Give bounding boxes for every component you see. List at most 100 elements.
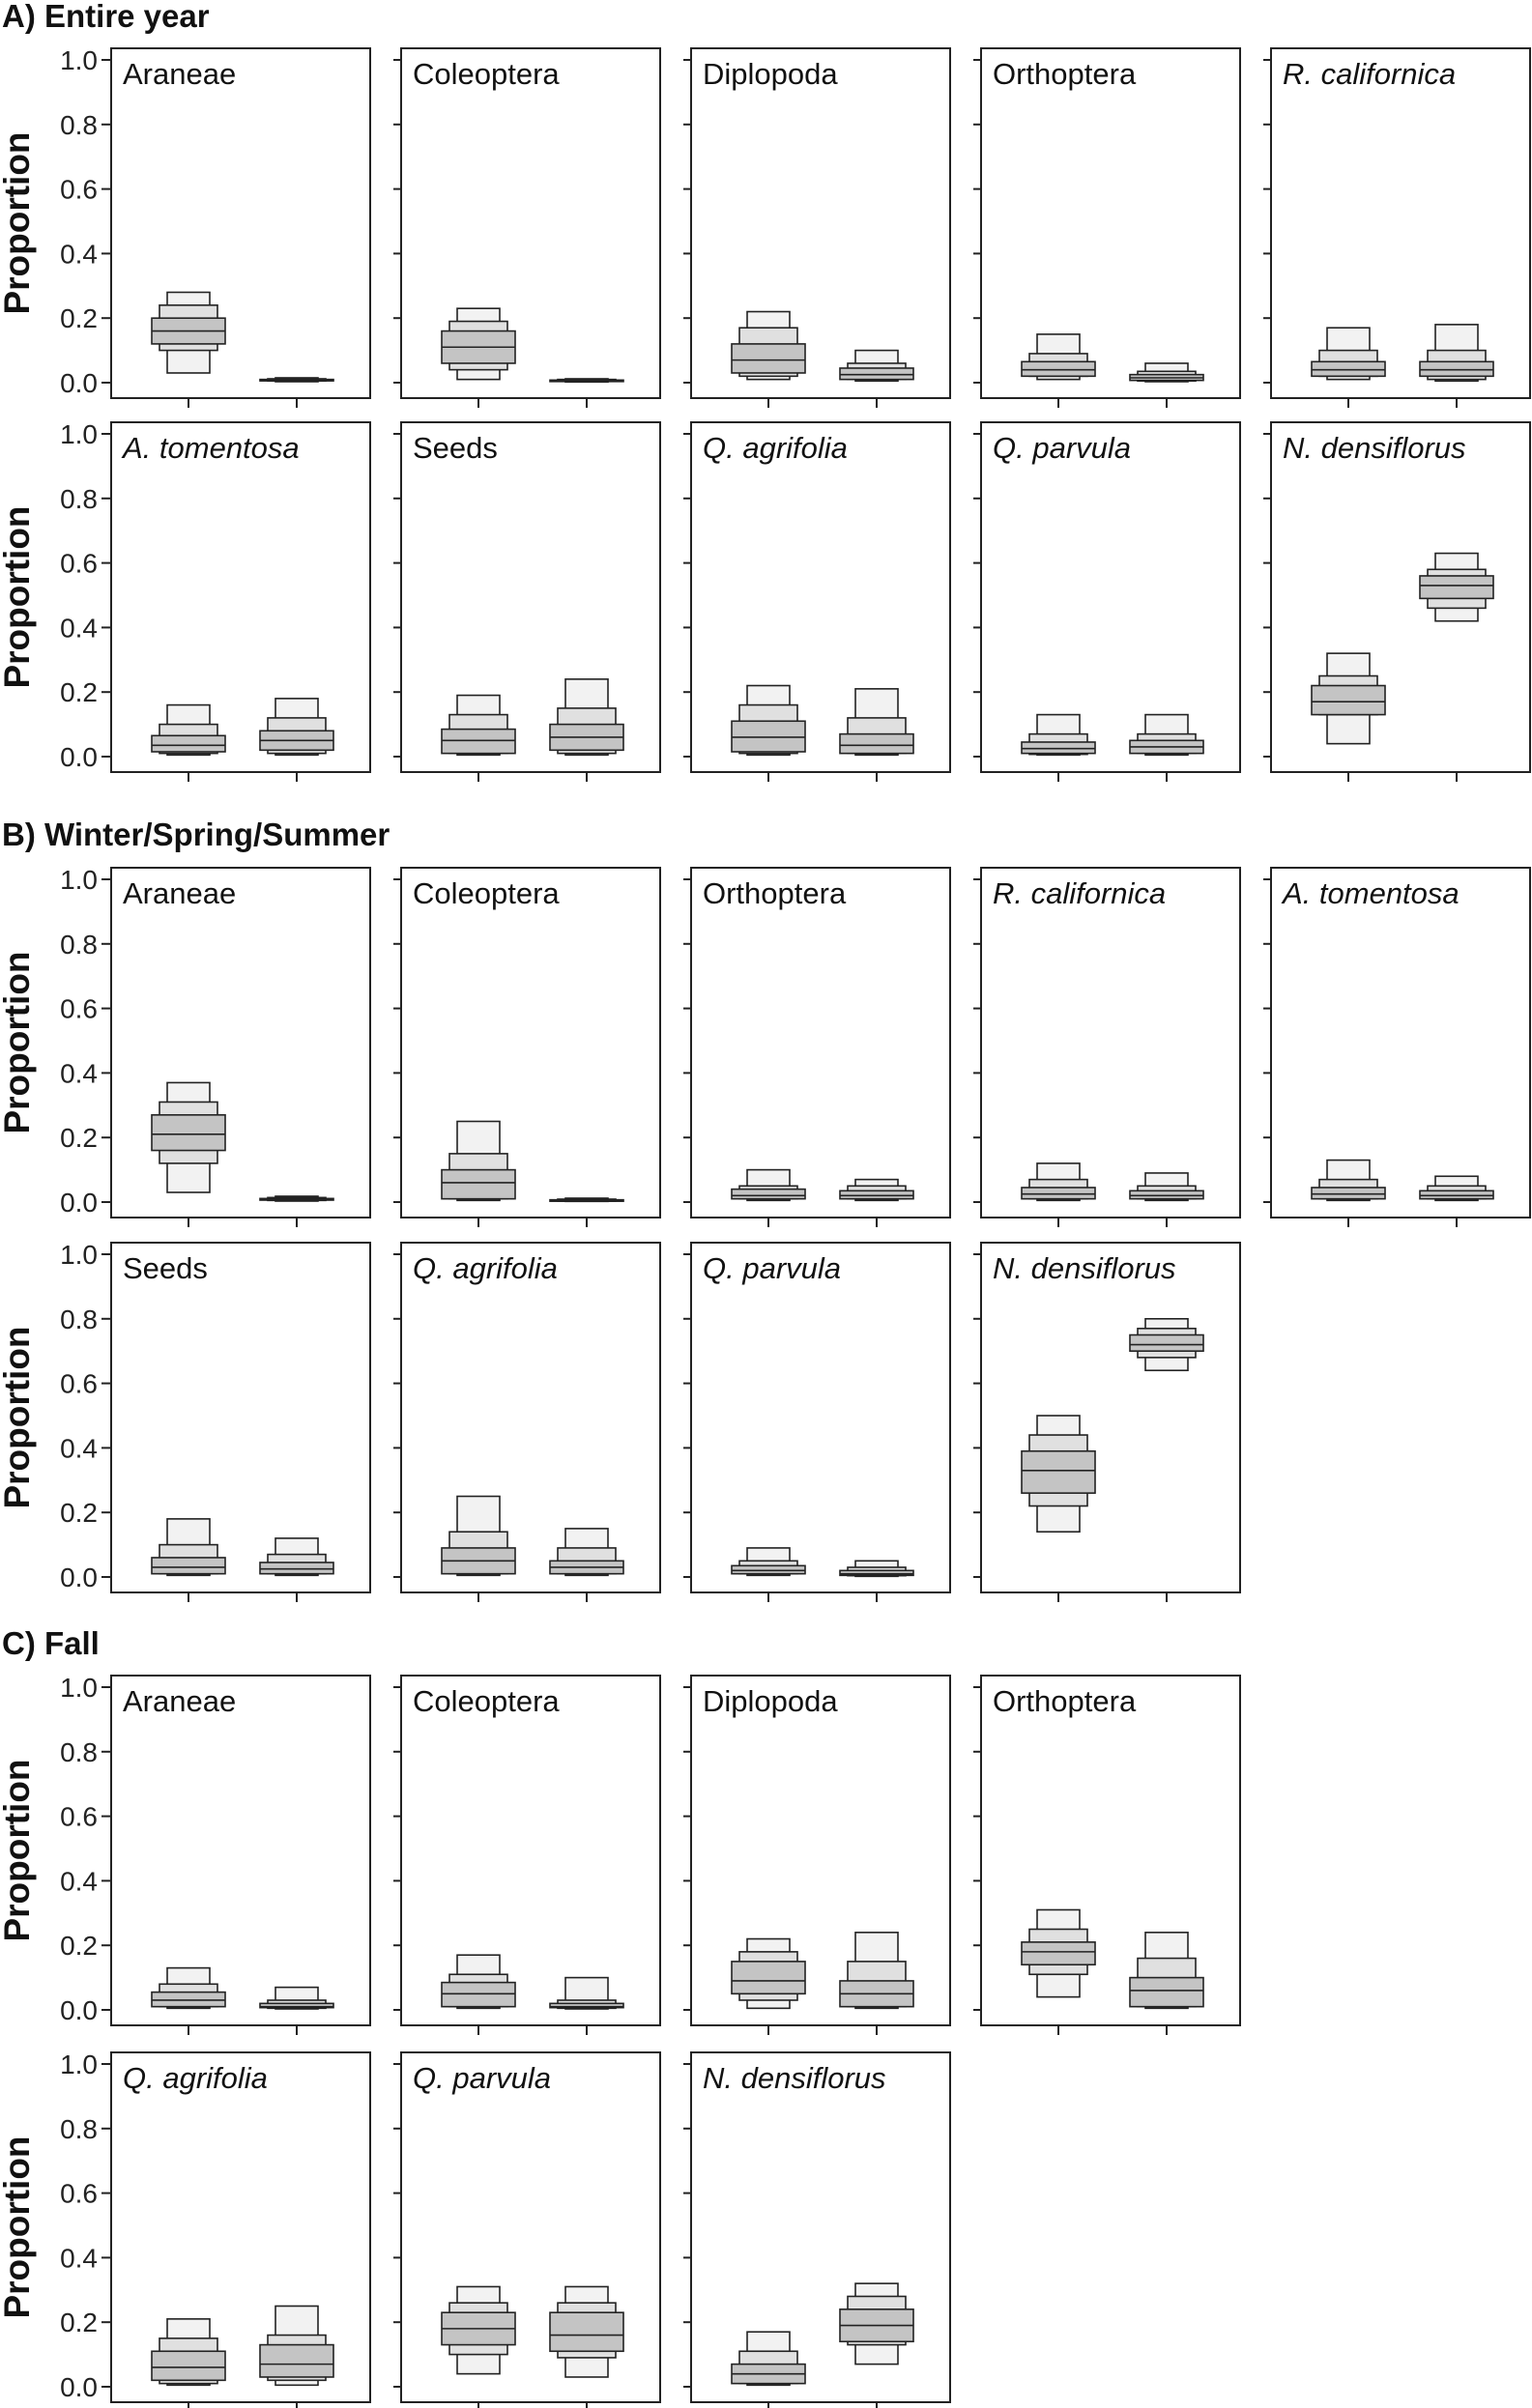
- panel-frame: [1270, 421, 1531, 773]
- box: [839, 1178, 914, 1202]
- box: [1021, 333, 1096, 381]
- panel-frame: [690, 47, 951, 399]
- panel-title: N. densiflorus: [993, 1251, 1176, 1285]
- panel-frame: [690, 1675, 951, 2026]
- box-level: [549, 2002, 624, 2009]
- section-title: B) Winter/Spring/Summer: [2, 817, 390, 852]
- box: [259, 1195, 334, 1202]
- box: [1311, 1159, 1386, 1202]
- y-axis-label: Proportion: [0, 131, 37, 314]
- box: [1129, 1932, 1204, 2010]
- box: [549, 1197, 624, 1203]
- box-level: [1311, 360, 1386, 378]
- y-tick-label: 0.4: [60, 1433, 98, 1463]
- box: [259, 698, 334, 757]
- panel: N. densiflorus: [683, 2051, 951, 2408]
- panel-title: A. tomentosa: [1281, 876, 1460, 910]
- box-level: [731, 1961, 806, 1995]
- y-axis-label: Proportion: [0, 951, 37, 1133]
- box: [1419, 552, 1494, 622]
- box-level: [441, 1168, 516, 1200]
- box: [1129, 1172, 1204, 1202]
- box-level: [441, 1981, 516, 2008]
- panel-row: Proportion 0.0 0.2 0.4 0.6 0.8 1.0 Araneae Coleo…: [0, 1673, 1241, 2035]
- panel-row: Proportion 0.0 0.2 0.4 0.6 0.8 1.0 Seeds Q. agri…: [0, 1240, 1241, 1602]
- y-tick-label: 1.0: [60, 419, 98, 449]
- y-tick-label: 1.0: [60, 2050, 98, 2079]
- panel-frame: [400, 1242, 661, 1593]
- box-level: [1021, 360, 1096, 378]
- section-1: A) Entire year Proportion 0.0 0.2 0.4 0.6 0.8 1…: [0, 0, 1531, 782]
- panel: R. californica: [973, 867, 1241, 1227]
- box-level: [1021, 1187, 1096, 1200]
- box: [259, 377, 334, 383]
- box: [441, 2285, 516, 2375]
- box: [549, 378, 624, 384]
- box: [151, 703, 226, 757]
- box-level: [441, 728, 516, 755]
- box: [151, 291, 226, 374]
- panel-frame: [400, 2051, 661, 2403]
- panel-title: Araneae: [123, 1684, 236, 1718]
- y-axis-label: Proportion: [0, 505, 37, 688]
- panel-frame: [110, 1242, 371, 1593]
- box: [731, 2331, 806, 2387]
- panel: Q. agrifolia: [393, 1242, 661, 1602]
- panel: Coleoptera: [393, 47, 661, 408]
- section-title: C) Fall: [2, 1625, 100, 1661]
- box-level: [731, 1564, 806, 1575]
- panel: N. densiflorus: [973, 1242, 1241, 1602]
- box: [151, 2318, 226, 2387]
- panel-title: Diplopoda: [703, 57, 838, 91]
- y-tick-label: 1.0: [60, 1240, 98, 1270]
- y-tick-label: 0.6: [60, 175, 98, 205]
- panel-title: N. densiflorus: [703, 2061, 886, 2095]
- box: [1021, 1908, 1096, 1998]
- panel-title: Coleoptera: [413, 876, 560, 910]
- box: [731, 1937, 806, 2010]
- y-tick-label: 0.4: [60, 1866, 98, 1896]
- box: [441, 307, 516, 381]
- box-level: [839, 732, 914, 755]
- box-level: [151, 1557, 226, 1575]
- box: [549, 678, 624, 757]
- y-tick-label: 0.0: [60, 368, 98, 398]
- panel-title: Q. agrifolia: [703, 431, 848, 465]
- y-tick-label: 0.2: [60, 1498, 98, 1528]
- box-level: [1311, 1187, 1386, 1200]
- panel: Q. agrifolia: [110, 2051, 371, 2408]
- panel: Araneae: [110, 47, 371, 408]
- box-level: [151, 2350, 226, 2382]
- box: [1129, 1318, 1204, 1372]
- box: [259, 1986, 334, 2010]
- box-level: [1129, 1976, 1204, 2008]
- panel: Q. parvula: [683, 1242, 951, 1602]
- panel-frame: [980, 421, 1241, 773]
- panel: Q. parvula: [393, 2051, 661, 2408]
- panel-title: Q. parvula: [703, 1251, 841, 1285]
- box-level: [1419, 360, 1494, 378]
- panel-frame: [980, 1242, 1241, 1593]
- box-level: [549, 2311, 624, 2353]
- section-3: C) Fall Proportion 0.0 0.2 0.4 0.6 0.8 1.0 Arane…: [0, 1625, 1241, 2408]
- box: [731, 684, 806, 757]
- box: [1311, 652, 1386, 745]
- y-tick-label: 0.8: [60, 2114, 98, 2144]
- panel-frame: [110, 2051, 371, 2403]
- box: [151, 1966, 226, 2010]
- y-tick-label: 0.2: [60, 1931, 98, 1961]
- box: [151, 1081, 226, 1193]
- panel-frame: [400, 421, 661, 773]
- y-tick-label: 0.0: [60, 2372, 98, 2402]
- box-level: [839, 1569, 914, 1577]
- panel-frame: [400, 47, 661, 399]
- box: [1419, 324, 1494, 383]
- box-level: [1021, 1941, 1096, 1966]
- panel: A. tomentosa: [110, 421, 371, 782]
- box: [549, 1528, 624, 1577]
- box: [441, 1120, 516, 1202]
- box-level: [151, 1114, 226, 1152]
- box-level: [1419, 575, 1494, 600]
- box-level: [151, 1991, 226, 2008]
- y-tick-label: 0.8: [60, 1304, 98, 1334]
